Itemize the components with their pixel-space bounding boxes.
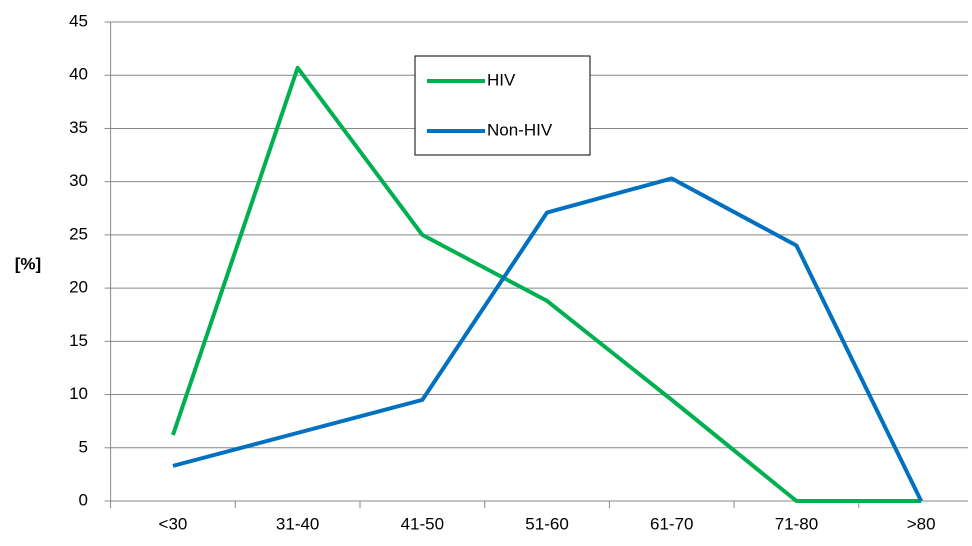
- series-line: [171, 65, 922, 503]
- y-tick-label: 40: [69, 65, 88, 84]
- y-tick-label: 10: [69, 384, 88, 403]
- legend-label: HIV: [487, 70, 516, 89]
- x-tick-label: 31-40: [276, 514, 319, 533]
- x-tick-label: 51-60: [525, 514, 568, 533]
- series-line: [172, 176, 923, 502]
- x-tick-label: 61-70: [650, 514, 693, 533]
- x-tick-label: 71-80: [775, 514, 818, 533]
- y-tick-label: 45: [69, 11, 88, 30]
- y-tick-label: 25: [69, 224, 88, 243]
- x-tick-label: >80: [907, 514, 936, 533]
- y-tick-label: 35: [69, 118, 88, 137]
- y-tick-label: 0: [79, 490, 88, 509]
- y-tick-label: 15: [69, 331, 88, 350]
- y-axis-label: [%]: [15, 254, 41, 273]
- x-tick-label: <30: [159, 514, 188, 533]
- x-tick-label: 41-50: [401, 514, 444, 533]
- y-tick-label: 30: [69, 171, 88, 190]
- y-tick-label: 5: [79, 437, 88, 456]
- legend-label: Non-HIV: [487, 120, 553, 139]
- y-tick-label: 20: [69, 278, 88, 297]
- legend-box: [414, 55, 591, 156]
